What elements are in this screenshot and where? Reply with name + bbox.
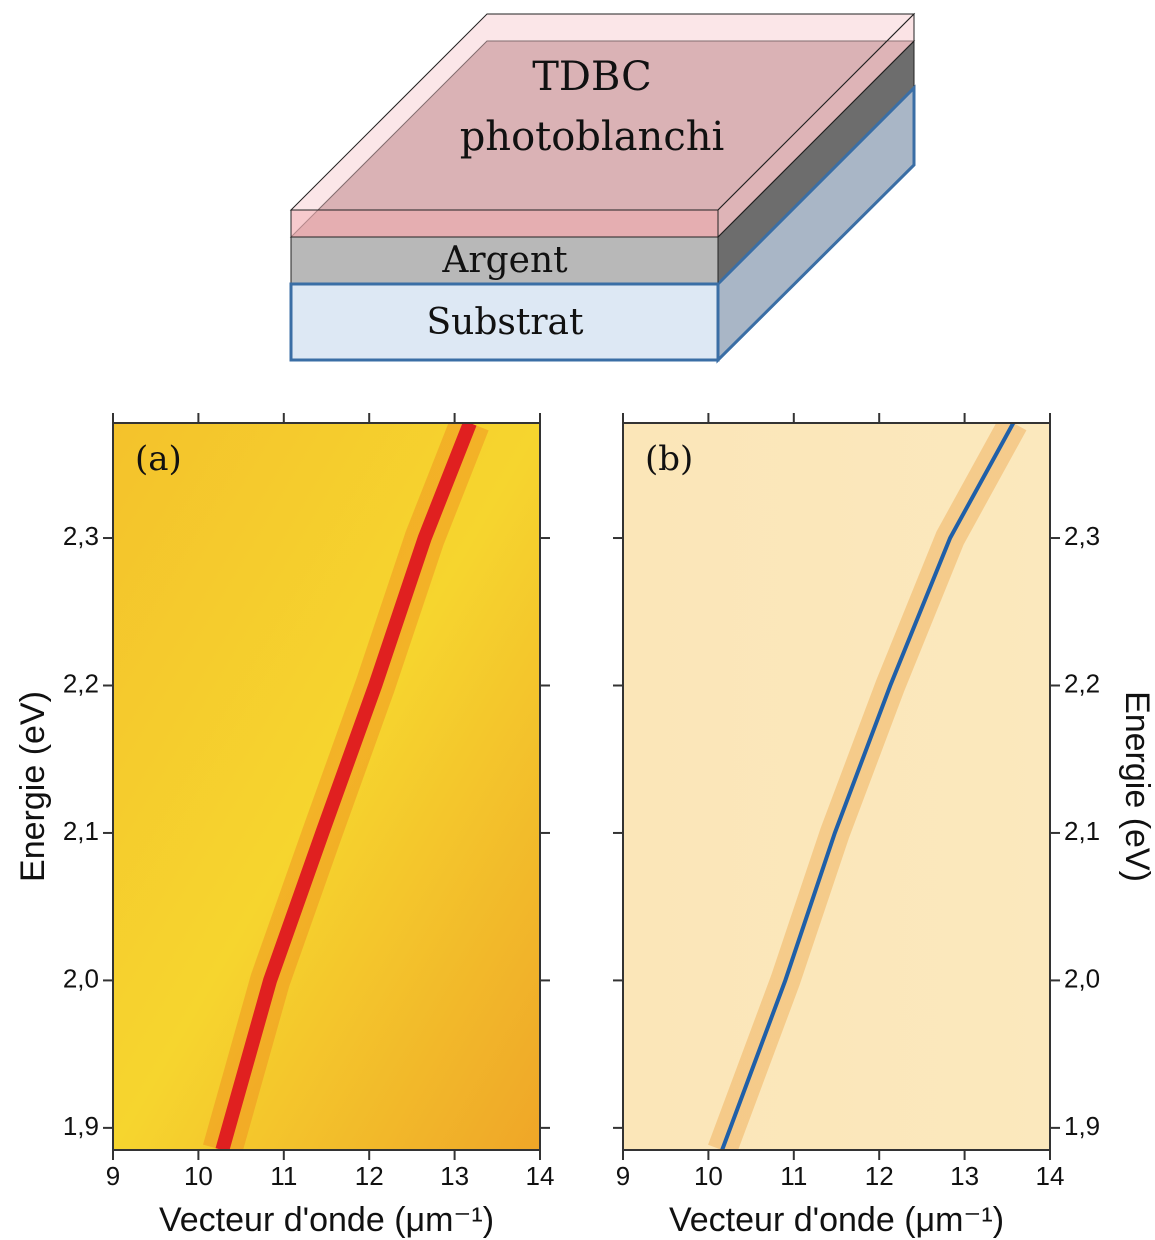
heatmap-background	[113, 423, 540, 1150]
dispersion-line	[720, 423, 1016, 1150]
x-tick-label: 11	[780, 1161, 807, 1191]
dispersion-line	[215, 423, 477, 1150]
substrat-front	[289, 282, 720, 362]
y-tick-label: 2,0	[1064, 963, 1100, 993]
heatmap-background	[623, 423, 1050, 1150]
layer-diagram: TDBC photoblanchi Argent Substrat	[289, 12, 916, 364]
y-tick-label: 2,2	[1064, 668, 1100, 698]
x-tick-label: 11	[270, 1161, 297, 1191]
y-tick-label: 2,3	[63, 521, 99, 551]
plot-frame	[112, 422, 541, 1151]
y-axis-label: Energie (eV)	[14, 691, 52, 882]
y-tick-label: 1,9	[1064, 1111, 1100, 1141]
layer-label: photoblanchi	[460, 114, 725, 160]
x-tick-label: 9	[616, 1161, 630, 1191]
y-tick-label: 1,9	[63, 1111, 99, 1141]
layer-label: Substrat	[427, 302, 585, 343]
y-tick-label: 2,2	[63, 668, 99, 698]
x-tick-label: 12	[865, 1161, 894, 1191]
x-tick-label: 10	[184, 1161, 213, 1191]
y-tick-label: 2,3	[1064, 521, 1100, 551]
x-axis-label: Vecteur d'onde (μm⁻¹)	[669, 1201, 1004, 1239]
x-axis-label: Vecteur d'onde (μm⁻¹)	[159, 1201, 494, 1239]
x-tick-label: 9	[106, 1161, 120, 1191]
plot-frame	[622, 422, 1051, 1151]
x-tick-label: 12	[355, 1161, 384, 1191]
y-tick-label: 2,1	[63, 816, 99, 846]
y-tick-label: 2,0	[63, 963, 99, 993]
x-tick-label: 14	[1036, 1161, 1065, 1191]
x-tick-label: 13	[950, 1161, 979, 1191]
panel-label: (a)	[135, 439, 182, 479]
layer-label: TDBC	[532, 54, 652, 100]
argent-front	[290, 236, 719, 285]
x-tick-label: 10	[694, 1161, 723, 1191]
x-tick-label: 13	[440, 1161, 469, 1191]
y-axis-label: Energie (eV)	[1118, 691, 1155, 882]
layer-label: Argent	[441, 240, 568, 281]
panel-label: (b)	[645, 439, 693, 479]
y-tick-label: 2,1	[1064, 816, 1100, 846]
x-tick-label: 14	[526, 1161, 555, 1191]
tdbc-front	[290, 209, 719, 238]
